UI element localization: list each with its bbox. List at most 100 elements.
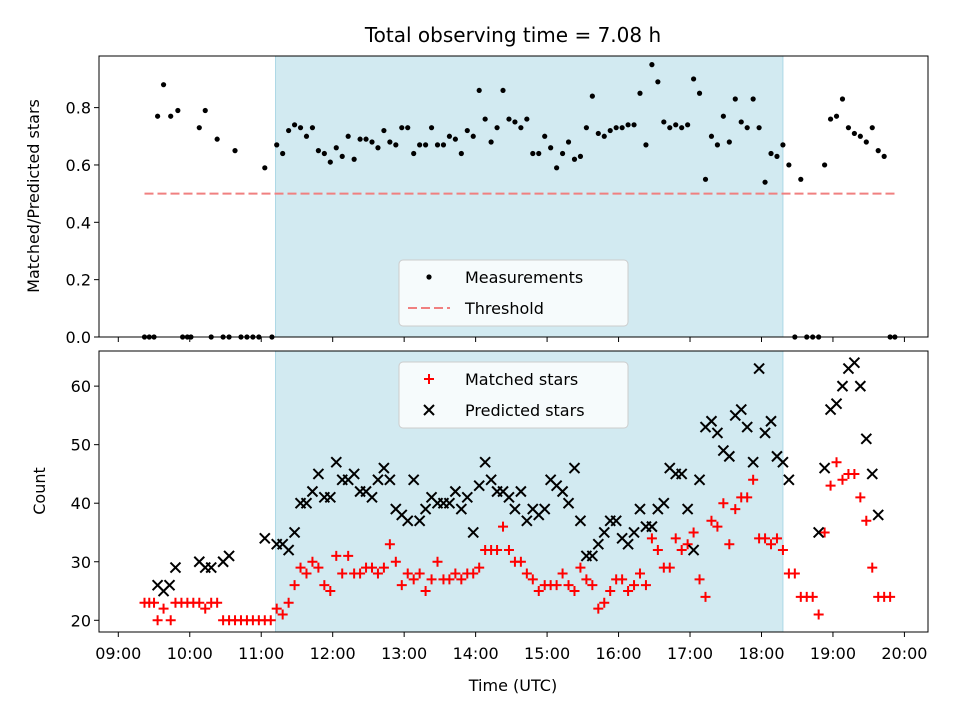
predicted-star-point <box>586 550 599 562</box>
predicted-star-point <box>747 456 759 468</box>
measurement-point <box>168 113 174 119</box>
measurement-point <box>458 150 464 157</box>
measurement-point <box>494 125 500 131</box>
predicted-star-point <box>372 474 384 486</box>
predicted-star-point <box>723 450 736 463</box>
measurement-point <box>470 133 476 139</box>
measurement-point <box>822 162 828 168</box>
matched-star-point <box>813 609 824 620</box>
measurement-point <box>482 116 488 122</box>
predicted-star-point <box>765 415 777 427</box>
matched-star-point <box>331 550 342 561</box>
x-tick-label: 19:00 <box>810 644 856 663</box>
predicted-star-point <box>407 474 420 486</box>
predicted-star-point <box>509 503 521 515</box>
predicted-star-point <box>306 485 319 498</box>
predicted-star-point <box>830 397 843 410</box>
matched-star-point <box>646 533 657 544</box>
predicted-star-point <box>413 515 426 527</box>
matched-star-point <box>855 492 866 503</box>
matched-star-point <box>498 521 509 532</box>
y-tick-label: 20 <box>71 611 91 630</box>
matched-star-point <box>343 550 354 561</box>
measurement-point <box>655 79 661 85</box>
matched-star-point <box>551 580 562 591</box>
measurement-point <box>542 133 548 139</box>
measurement-point <box>869 125 875 131</box>
measurement-point <box>685 122 691 128</box>
matched-star-point <box>450 568 461 579</box>
y-tick-label: 30 <box>71 553 91 572</box>
predicted-star-point <box>753 362 765 375</box>
matched-star-point <box>492 545 503 556</box>
measurement-point <box>434 142 441 148</box>
predicted-star-point <box>872 509 884 521</box>
predicted-star-point <box>610 515 622 527</box>
legend-marker-measurements <box>426 274 432 280</box>
predicted-star-point <box>461 491 473 504</box>
measurement-point <box>738 119 744 125</box>
panel-bottom-count: 20 30 40 50 60 09:00 10:00 11:00 12:00 13:00 14:00… <box>71 350 929 663</box>
predicted-star-point <box>777 456 789 468</box>
y-axis-label-bottom: Count <box>30 467 49 515</box>
predicted-star-point <box>163 579 176 591</box>
matched-star-point <box>700 591 711 602</box>
matched-star-point <box>468 568 479 579</box>
measurement-point <box>554 165 560 171</box>
x-tick-label: 14:00 <box>453 644 499 663</box>
measurement-point <box>565 139 572 145</box>
matched-star-point <box>682 539 693 550</box>
measurement-point <box>530 150 536 157</box>
predicted-star-point <box>402 515 414 527</box>
measurement-point <box>512 119 518 125</box>
y-tick-label: 0.8 <box>66 99 91 118</box>
measurement-point <box>875 148 881 154</box>
predicted-star-point <box>658 497 670 509</box>
y-tick-label: 50 <box>71 436 91 455</box>
matched-star-point <box>706 515 717 526</box>
measurement-point <box>309 125 316 131</box>
predicted-star-point <box>562 497 575 509</box>
measurement-point <box>524 116 530 122</box>
predicted-star-point <box>556 485 569 498</box>
predicted-star-point <box>693 474 706 486</box>
matched-star-point <box>885 591 896 602</box>
matched-star-point <box>152 615 163 626</box>
matched-star-point <box>521 568 532 579</box>
measurement-point <box>464 127 470 134</box>
measurement-point <box>405 125 411 131</box>
axes-frame <box>98 55 929 338</box>
matched-star-point <box>271 603 282 614</box>
predicted-star-point <box>312 468 325 480</box>
axes-frame <box>98 350 929 633</box>
predicted-star-point <box>366 491 378 504</box>
matched-star-point <box>634 568 645 579</box>
measurement-point <box>375 145 381 151</box>
legend-label: Matched stars <box>465 370 578 389</box>
legend-label: Predicted stars <box>465 401 585 420</box>
chart-title: Total observing time = 7.08 h <box>364 23 661 47</box>
matched-star-point <box>664 562 675 573</box>
x-tick-label: 12:00 <box>310 644 356 663</box>
predicted-star-point <box>223 550 235 562</box>
matched-star-point <box>515 556 526 567</box>
predicted-star-point <box>419 503 432 515</box>
measurement-point <box>833 113 840 119</box>
x-tick-label: 16:00 <box>595 644 641 663</box>
predicted-star-point <box>300 497 313 509</box>
matched-star-point <box>378 562 389 573</box>
matched-star-point <box>629 580 640 591</box>
measurement-point <box>595 130 601 137</box>
matched-star-point <box>456 574 467 585</box>
y-tick-label: 40 <box>71 494 91 513</box>
predicted-star-point <box>479 456 491 468</box>
measurement-point <box>422 142 429 148</box>
panel-top-ratio: 0.0 0.2 0.4 0.6 0.8 Measurements Threshold <box>66 55 929 347</box>
measurement-point <box>291 122 298 128</box>
measurement-point <box>601 133 607 139</box>
measurement-point <box>399 125 405 131</box>
measurement-point <box>411 150 417 157</box>
predicted-star-point <box>675 468 688 480</box>
measurement-point <box>732 96 738 102</box>
x-tick-label: 17:00 <box>667 644 713 663</box>
